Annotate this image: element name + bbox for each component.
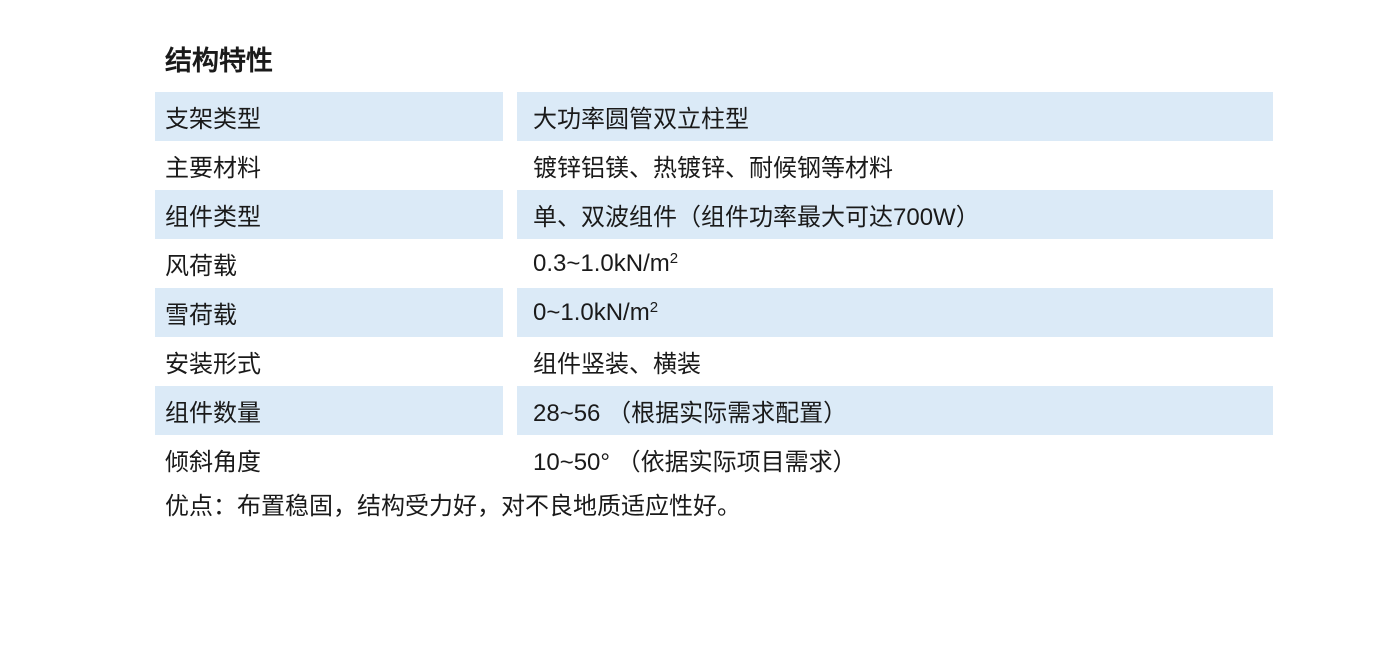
row-value-text: 10~50° （依据实际项目需求） xyxy=(533,449,857,476)
column-divider xyxy=(503,288,517,337)
column-divider xyxy=(503,190,517,239)
page-title: 结构特性 xyxy=(165,46,273,76)
row-value-text: 镀锌铝镁、热镀锌、耐候钢等材料 xyxy=(533,155,893,182)
row-label: 雪荷载 xyxy=(165,302,237,329)
column-divider xyxy=(503,141,517,190)
column-divider xyxy=(503,239,517,288)
row-label: 倾斜角度 xyxy=(165,449,261,476)
row-value: 镀锌铝镁、热镀锌、耐候钢等材料 xyxy=(517,148,1273,183)
row-label: 组件类型 xyxy=(165,204,261,231)
row-value: 0.3~1.0kN/m2 xyxy=(517,250,1273,278)
table-row: 主要材料 镀锌铝镁、热镀锌、耐候钢等材料 xyxy=(155,141,1273,190)
table-row: 组件数量 28~56 （根据实际需求配置） xyxy=(155,386,1273,435)
row-value-text: 0.3~1.0kN/m xyxy=(533,249,670,277)
row-value: 28~56 （根据实际需求配置） xyxy=(517,393,1273,428)
row-label: 组件数量 xyxy=(165,400,261,427)
value-superscript: 2 xyxy=(669,249,679,267)
table-row: 雪荷载 0~1.0kN/m2 xyxy=(155,288,1273,337)
row-value: 10~50° （依据实际项目需求） xyxy=(517,442,1273,477)
column-divider xyxy=(503,435,517,484)
table-row: 安装形式 组件竖装、横装 xyxy=(155,337,1273,386)
advantages-note: 优点：布置稳固，结构受力好，对不良地质适应性好。 xyxy=(165,493,741,520)
column-divider xyxy=(503,386,517,435)
row-label: 风荷载 xyxy=(165,253,237,280)
column-divider xyxy=(503,337,517,386)
table-row: 倾斜角度 10~50° （依据实际项目需求） xyxy=(155,435,1273,484)
column-divider xyxy=(503,92,517,141)
row-value-text: 28~56 （根据实际需求配置） xyxy=(533,400,848,427)
value-superscript: 2 xyxy=(649,298,659,316)
row-value: 大功率圆管双立柱型 xyxy=(517,99,1273,134)
table-row: 组件类型 单、双波组件（组件功率最大可达700W） xyxy=(155,190,1273,239)
row-value-text: 单、双波组件（组件功率最大可达700W） xyxy=(533,204,980,231)
row-value-text: 组件竖装、横装 xyxy=(533,351,701,378)
row-value: 组件竖装、横装 xyxy=(517,344,1273,379)
row-label: 支架类型 xyxy=(165,106,261,133)
table-row: 风荷载 0.3~1.0kN/m2 xyxy=(155,239,1273,288)
row-value-text: 大功率圆管双立柱型 xyxy=(533,106,749,133)
table-row: 支架类型 大功率圆管双立柱型 xyxy=(155,92,1273,141)
row-label: 主要材料 xyxy=(165,155,261,182)
spec-table: 支架类型 大功率圆管双立柱型 主要材料 镀锌铝镁、热镀锌、耐候钢等材料 组件类型… xyxy=(155,92,1273,484)
row-label: 安装形式 xyxy=(165,351,261,378)
row-value: 单、双波组件（组件功率最大可达700W） xyxy=(517,197,1273,232)
spec-section: 结构特性 支架类型 大功率圆管双立柱型 主要材料 镀锌铝镁、热镀锌、耐候钢等材料… xyxy=(155,46,1273,522)
row-value-text: 0~1.0kN/m xyxy=(533,298,650,326)
row-value: 0~1.0kN/m2 xyxy=(517,299,1273,327)
